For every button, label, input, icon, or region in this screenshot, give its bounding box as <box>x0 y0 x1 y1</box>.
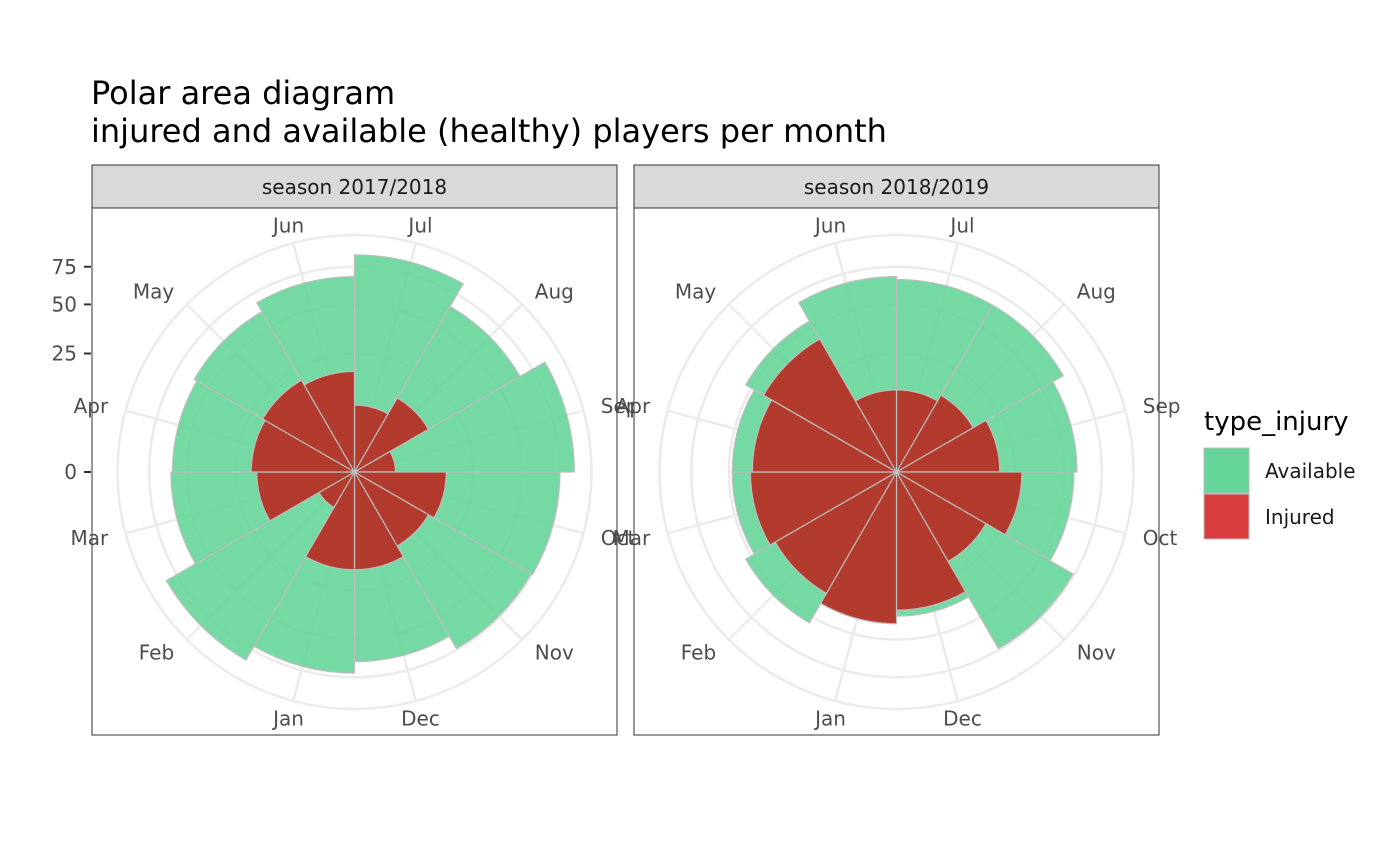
radial-tick-label: 50 <box>52 292 77 316</box>
bar-injured-may <box>762 338 899 474</box>
bar-injured-aug <box>352 397 430 474</box>
bar-injured-jun <box>303 370 356 475</box>
month-label-jun: Jun <box>813 214 846 238</box>
legend-key-available <box>1203 447 1250 494</box>
strip-label: season 2018/2019 <box>804 175 989 199</box>
month-label-jul: Jul <box>948 214 974 238</box>
strip-background <box>91 164 618 209</box>
month-label-apr: Apr <box>616 394 651 418</box>
bar-injured-jan <box>819 469 898 625</box>
bar-injured-jun <box>854 389 898 475</box>
legend: type_injury Available Injured <box>1203 407 1356 540</box>
month-label-dec: Dec <box>401 706 440 730</box>
radial-tick-label: 25 <box>52 342 77 366</box>
radial-gridline <box>690 265 1103 679</box>
radial-tick-label: 75 <box>52 255 77 279</box>
polar-plot-area: Jul Aug Sep Oct Nov Dec Jan Feb Mar Apr May Jun <box>612 214 1180 731</box>
month-label-aug: Aug <box>1077 280 1116 304</box>
bar-injured-oct <box>894 471 1023 536</box>
facet-panel-2018-2019: season 2018/2019 Jul Aug Sep Oct Nov Dec Jan Fe… <box>612 164 1181 736</box>
month-label-jan: Jan <box>271 706 304 730</box>
chart-title-line-1: Polar area diagram <box>91 74 395 112</box>
month-label-jul: Jul <box>406 214 432 238</box>
month-label-mar: Mar <box>70 526 109 550</box>
radial-gridline <box>116 233 593 711</box>
legend-label-injured: Injured <box>1265 505 1335 529</box>
chart-title-line-2: injured and available (healthy) players … <box>91 112 887 150</box>
month-label-oct: Oct <box>1143 526 1178 550</box>
month-label-sep: Sep <box>601 394 639 418</box>
radial-tick-label: 0 <box>64 460 77 484</box>
legend-key-injured <box>1203 493 1250 540</box>
month-label-jan: Jan <box>813 706 846 730</box>
month-label-nov: Nov <box>1077 640 1116 664</box>
month-label-sep: Sep <box>1143 394 1181 418</box>
legend-title: type_injury <box>1204 407 1349 437</box>
bar-injured-jan <box>304 469 356 571</box>
bar-injured-oct <box>352 471 447 519</box>
month-label-apr: Apr <box>74 394 109 418</box>
month-label-may: May <box>675 280 717 304</box>
month-label-dec: Dec <box>943 706 982 730</box>
bar-injured-may <box>261 379 357 474</box>
month-label-mar: Mar <box>612 526 651 550</box>
month-label-jun: Jun <box>271 214 304 238</box>
month-label-nov: Nov <box>535 640 574 664</box>
facet-panel-2017-2018: season 2017/2018 Jul Aug Sep Oct Nov Dec Jan Fe… <box>70 164 639 736</box>
month-label-oct: Oct <box>601 526 636 550</box>
bar-injured-mar <box>749 471 899 546</box>
polar-plot-area: Jul Aug Sep Oct Nov Dec Jan Feb Mar Apr May Jun <box>70 214 638 731</box>
strip-label: season 2017/2018 <box>262 175 447 199</box>
bar-available-sep <box>352 361 575 473</box>
radial-gridline <box>658 233 1135 711</box>
month-label-may: May <box>133 280 175 304</box>
legend-label-available: Available <box>1265 459 1356 483</box>
bar-available-feb <box>165 470 357 661</box>
month-label-feb: Feb <box>681 640 716 664</box>
month-label-aug: Aug <box>535 280 574 304</box>
month-label-feb: Feb <box>139 640 174 664</box>
radial-axis: 0 25 50 75 <box>52 255 91 484</box>
